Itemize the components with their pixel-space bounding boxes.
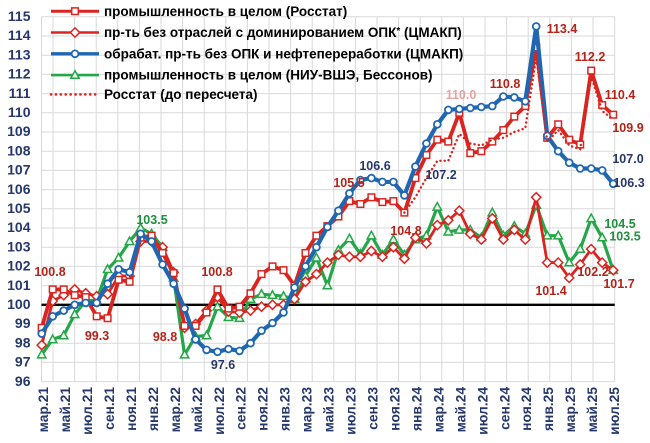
svg-text:113: 113 <box>8 46 31 62</box>
svg-text:июл.25: июл.25 <box>607 387 622 435</box>
svg-text:114: 114 <box>8 27 31 43</box>
svg-text:янв.24: янв.24 <box>409 387 424 431</box>
svg-text:104: 104 <box>7 219 31 235</box>
svg-text:ноя.22: ноя.22 <box>256 387 271 431</box>
svg-text:104.8: 104.8 <box>390 224 421 238</box>
svg-text:110.0: 110.0 <box>446 88 477 102</box>
svg-text:109: 109 <box>7 123 31 139</box>
svg-text:мар.21: мар.21 <box>36 387 51 433</box>
svg-text:96: 96 <box>15 373 31 389</box>
svg-text:97: 97 <box>15 354 31 370</box>
svg-text:102.2: 102.2 <box>577 265 608 279</box>
svg-text:обрабат. пр-ть без ОПК и нефте: обрабат. пр-ть без ОПК и нефтепереработк… <box>104 46 463 61</box>
svg-text:промышленность в целом (НИУ-ВШ: промышленность в целом (НИУ-ВШЭ, Бессоно… <box>104 68 433 83</box>
svg-text:янв.25: янв.25 <box>541 387 556 431</box>
svg-text:112: 112 <box>8 66 31 82</box>
svg-text:109.9: 109.9 <box>612 121 643 135</box>
svg-text:115: 115 <box>8 8 31 24</box>
svg-text:май.23: май.23 <box>322 387 337 433</box>
svg-text:103: 103 <box>7 238 31 254</box>
svg-text:мар.24: мар.24 <box>431 387 446 433</box>
svg-text:июл.22: июл.22 <box>212 387 227 435</box>
svg-text:101: 101 <box>7 277 31 293</box>
svg-text:мар.22: мар.22 <box>168 387 183 433</box>
svg-text:106.3: 106.3 <box>613 176 644 190</box>
svg-text:106.6: 106.6 <box>359 159 390 173</box>
svg-text:май.24: май.24 <box>453 387 468 433</box>
svg-text:104.5: 104.5 <box>604 217 635 231</box>
svg-text:110: 110 <box>8 104 31 120</box>
svg-text:98.8: 98.8 <box>153 330 177 344</box>
svg-text:103.5: 103.5 <box>136 213 167 227</box>
svg-text:112.2: 112.2 <box>575 50 606 64</box>
svg-text:97.6: 97.6 <box>211 358 235 372</box>
svg-text:Росстат (до пересчета): Росстат (до пересчета) <box>104 87 257 102</box>
svg-text:пр-ть без отраслей с доминиров: пр-ть без отраслей с доминированием ОПК*… <box>104 25 462 40</box>
svg-text:101.4: 101.4 <box>535 284 566 298</box>
svg-text:июл.23: июл.23 <box>344 387 359 435</box>
svg-text:янв.23: янв.23 <box>278 387 293 431</box>
svg-text:105.5: 105.5 <box>333 176 364 190</box>
svg-text:105: 105 <box>7 200 31 216</box>
svg-text:106: 106 <box>7 181 31 197</box>
svg-text:107.2: 107.2 <box>425 168 456 182</box>
svg-text:янв.22: янв.22 <box>146 387 161 431</box>
svg-text:98: 98 <box>15 334 31 350</box>
svg-text:сен.23: сен.23 <box>366 387 381 430</box>
svg-text:май.21: май.21 <box>58 387 73 433</box>
svg-text:100.8: 100.8 <box>201 265 232 279</box>
svg-text:99.3: 99.3 <box>85 329 109 343</box>
svg-text:ноя.23: ноя.23 <box>388 387 403 431</box>
svg-text:111: 111 <box>9 85 31 101</box>
svg-text:мар.25: мар.25 <box>563 387 578 433</box>
svg-text:101.7: 101.7 <box>603 277 634 291</box>
svg-text:107.0: 107.0 <box>612 152 643 166</box>
svg-text:108: 108 <box>7 142 31 158</box>
svg-text:май.22: май.22 <box>190 387 205 433</box>
svg-text:промышленность в целом (Росста: промышленность в целом (Росстат) <box>104 4 347 19</box>
svg-text:100: 100 <box>7 296 31 312</box>
svg-text:ноя.21: ноя.21 <box>124 387 139 431</box>
svg-text:99: 99 <box>15 315 31 331</box>
svg-text:102: 102 <box>7 258 31 274</box>
svg-text:107: 107 <box>7 162 31 178</box>
svg-text:июл.24: июл.24 <box>475 387 490 435</box>
svg-text:113.4: 113.4 <box>547 22 578 36</box>
svg-text:июл.21: июл.21 <box>80 387 95 435</box>
svg-text:мар.23: мар.23 <box>300 387 315 433</box>
svg-text:110.4: 110.4 <box>605 88 636 102</box>
svg-text:сен.22: сен.22 <box>234 387 249 430</box>
svg-text:110.8: 110.8 <box>490 77 521 91</box>
svg-text:сен.21: сен.21 <box>102 387 117 430</box>
svg-text:май.25: май.25 <box>585 387 600 433</box>
svg-text:100.8: 100.8 <box>34 265 65 279</box>
svg-text:ноя.24: ноя.24 <box>519 387 534 431</box>
svg-text:103.5: 103.5 <box>609 230 640 244</box>
svg-text:сен.24: сен.24 <box>497 387 512 430</box>
